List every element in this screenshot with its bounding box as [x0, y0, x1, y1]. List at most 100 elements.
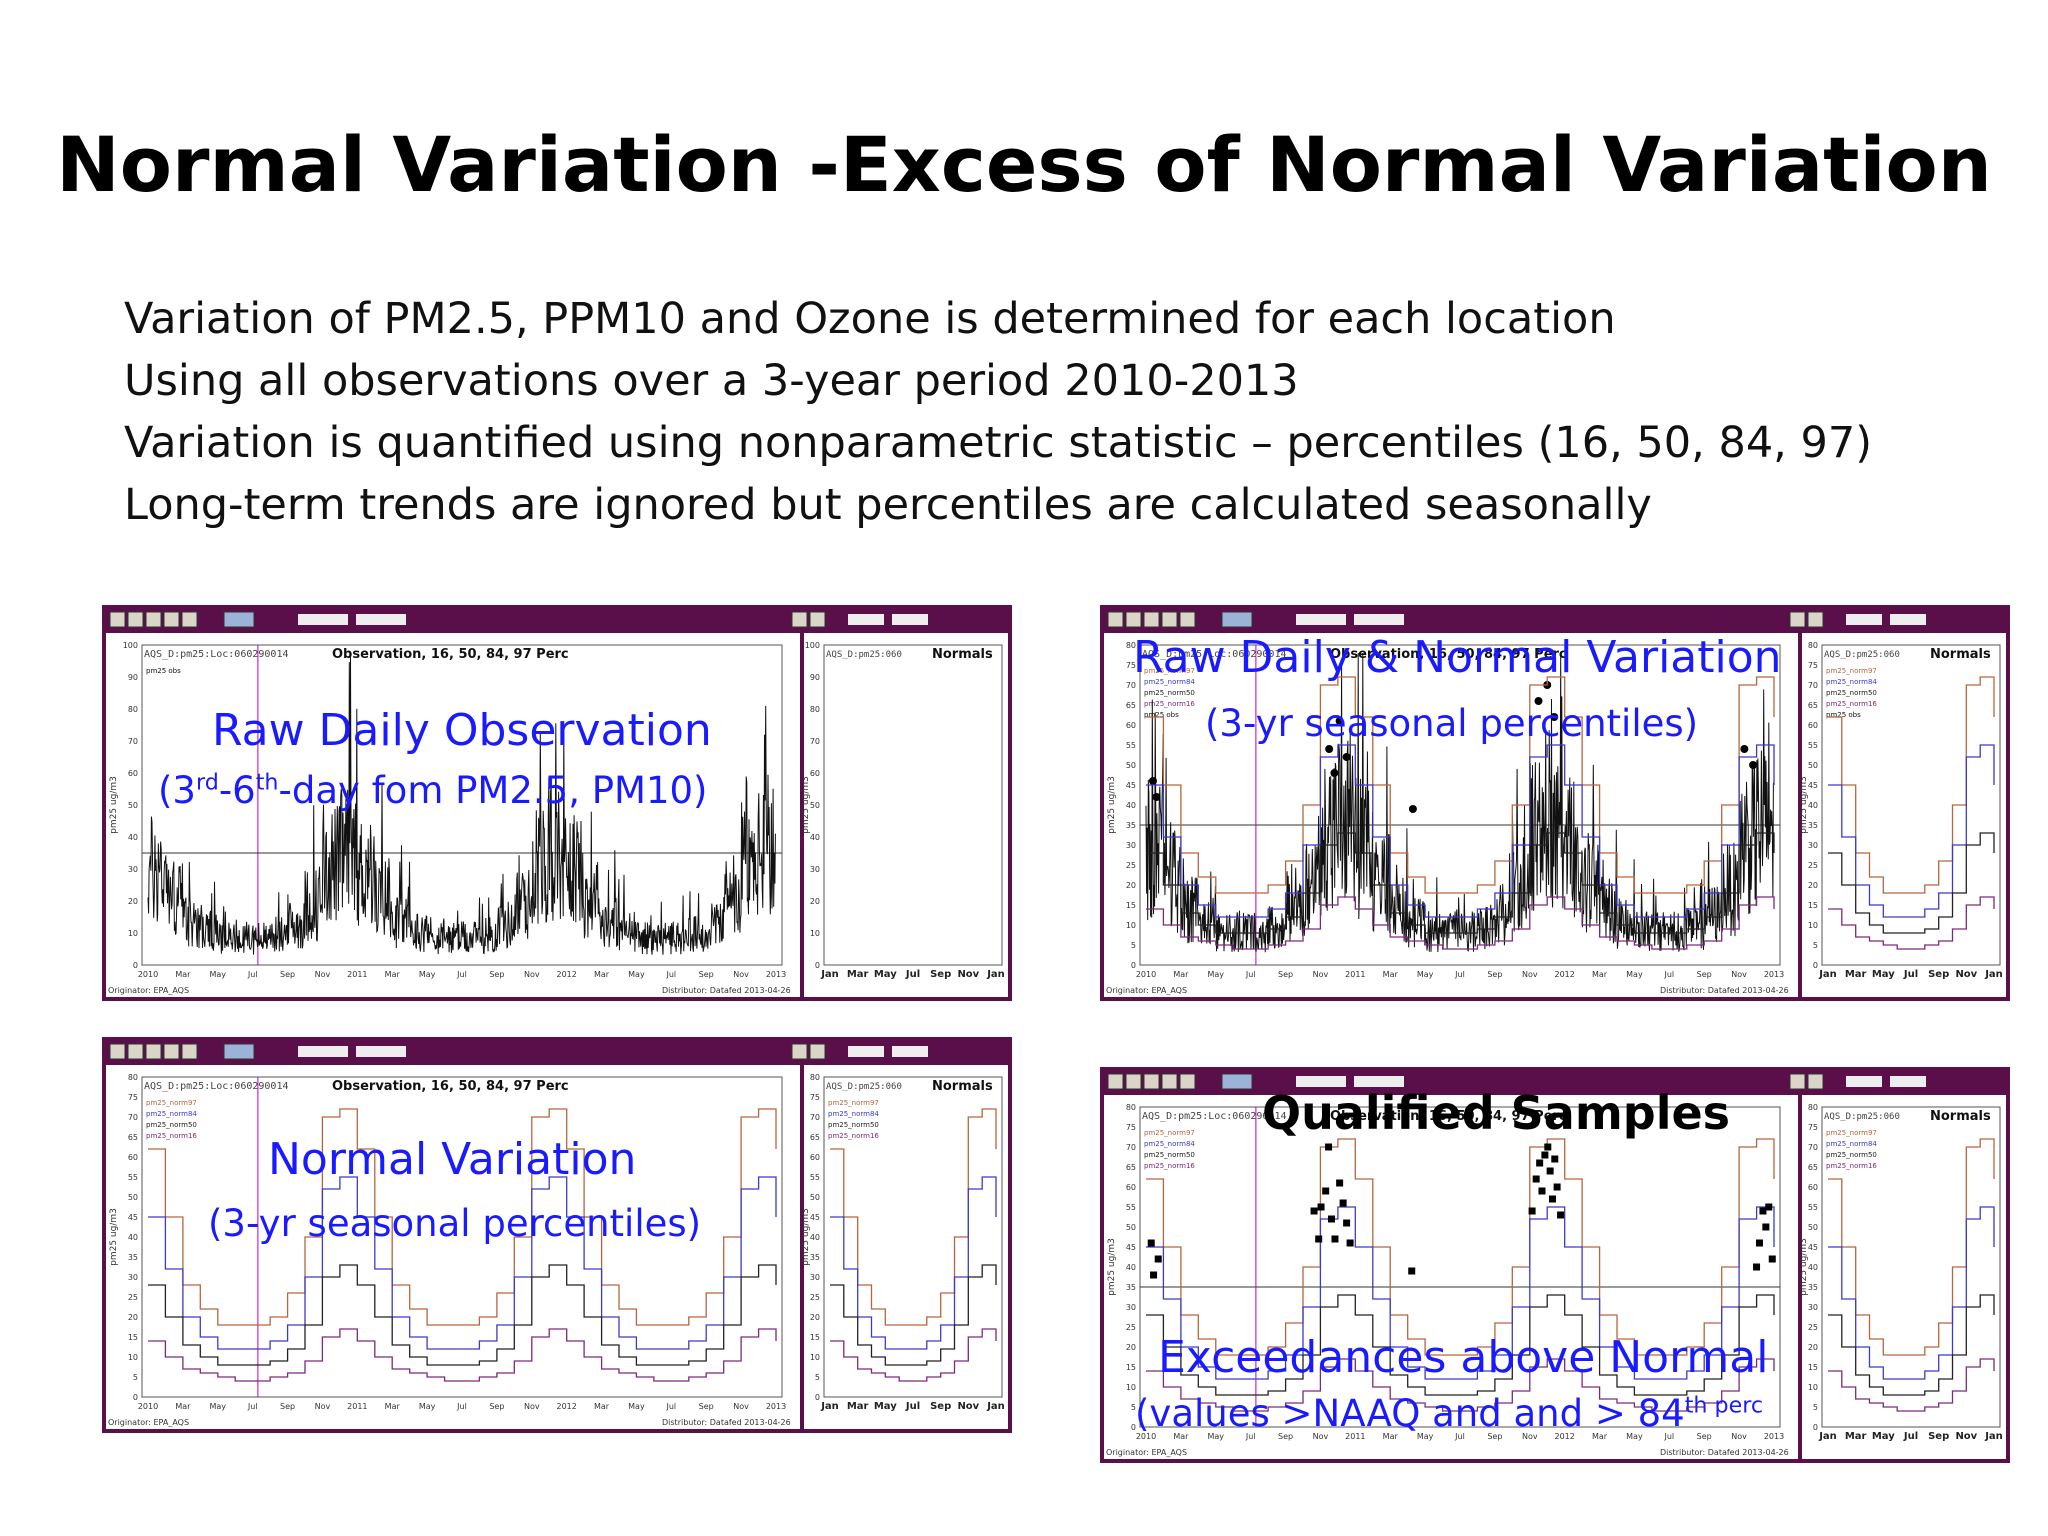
- y-tick-label: 10: [810, 929, 820, 938]
- legend-entry: pm25_norm97: [828, 1099, 879, 1107]
- y-tick-label: 0: [1813, 1423, 1818, 1432]
- x-tick-label: Jul: [666, 970, 677, 979]
- y-tick-label: 35: [1126, 1283, 1136, 1292]
- x-tick-label: Mar: [1173, 970, 1189, 979]
- y-tick-label: 50: [810, 1193, 820, 1202]
- y-tick-label: 75: [128, 1093, 138, 1102]
- x-tick-label: May: [1208, 970, 1225, 979]
- legend-entry: pm25_norm50: [1826, 1151, 1877, 1159]
- side-x-tick-label: Nov: [957, 969, 979, 980]
- x-tick-label: Jul: [247, 970, 258, 979]
- y-tick-label: 0: [1131, 961, 1136, 970]
- y-tick-label: 30: [810, 865, 820, 874]
- y-tick-label: 80: [810, 1073, 820, 1082]
- side-series-p97: [1828, 676, 1995, 894]
- y-tick-label: 70: [1126, 681, 1136, 690]
- x-tick-label: 2012: [1554, 1432, 1574, 1441]
- x-tick-label: Mar: [594, 1402, 610, 1411]
- chart-header: AQS_D:pm25:Loc:060290014: [1142, 649, 1287, 660]
- y-tick-label: 55: [1126, 741, 1136, 750]
- qualified-sample-point: [1346, 1239, 1354, 1247]
- obs-exceedance-dot: [1550, 713, 1559, 721]
- y-tick-label: 35: [128, 1253, 138, 1262]
- qualified-sample-point: [1154, 1255, 1162, 1263]
- toolbar-field: [1890, 1076, 1926, 1087]
- x-tick-label: 2010: [1136, 1432, 1156, 1441]
- toolbar-icon: [223, 611, 255, 628]
- y-tick-label: 60: [810, 769, 820, 778]
- legend-entry: pm25_norm84: [1826, 1140, 1877, 1148]
- series-pm25-obs: [147, 656, 776, 955]
- y-tick-label: 80: [1808, 1103, 1818, 1112]
- y-tick-label: 40: [128, 1233, 138, 1242]
- qualified-sample-point: [1343, 1219, 1351, 1227]
- overlay-heading-qualified: Qualified Samples: [1262, 1086, 1731, 1140]
- side-series-p84: [1828, 1206, 1995, 1380]
- series-p16: [148, 1328, 777, 1382]
- y-tick-label: 65: [1808, 1163, 1818, 1172]
- main-plot-area: [141, 644, 783, 966]
- side-series-p84: [830, 1176, 997, 1350]
- toolbar-icon: [1107, 611, 1124, 628]
- side-x-tick-label: May: [874, 1401, 897, 1412]
- x-tick-label: 2013: [766, 970, 786, 979]
- x-tick-label: Mar: [594, 970, 610, 979]
- side-series-p97: [1828, 1138, 1995, 1356]
- y-tick-label: 75: [1126, 1123, 1136, 1132]
- side-x-tick-label: Sep: [930, 969, 951, 980]
- x-tick-label: Jul: [1245, 970, 1256, 979]
- qualified-sample-point: [1755, 1239, 1763, 1247]
- y-tick-label: 60: [1808, 721, 1818, 730]
- side-x-tick-label: Mar: [1845, 1431, 1867, 1442]
- x-tick-label: 2010: [138, 970, 158, 979]
- side-x-tick-label: May: [874, 969, 897, 980]
- legend-entry: pm25_norm16: [1826, 700, 1877, 708]
- toolbar-icon: [1221, 1073, 1253, 1090]
- x-tick-label: Mar: [385, 1402, 401, 1411]
- footer-originator: Originator: EPA_AQS: [1106, 1448, 1187, 1457]
- y-tick-label: 10: [128, 929, 138, 938]
- toolbar-icon: [791, 611, 808, 628]
- toolbar-icon: [809, 611, 826, 628]
- qualified-sample-point: [1536, 1159, 1544, 1167]
- y-tick-label: 70: [810, 1113, 820, 1122]
- toolbar-field: [892, 614, 928, 625]
- legend-entry: pm25_norm50: [828, 1121, 879, 1129]
- y-tick-label: 50: [1126, 761, 1136, 770]
- y-tick-label: 20: [128, 1313, 138, 1322]
- x-tick-label: Sep: [489, 1402, 504, 1411]
- x-tick-label: Jul: [666, 1402, 677, 1411]
- x-tick-label: 2012: [556, 970, 576, 979]
- toolbar-icon: [1807, 1073, 1824, 1090]
- y-tick-label: 50: [810, 801, 820, 810]
- x-tick-label: Nov: [1522, 970, 1538, 979]
- qualified-sample-point: [1147, 1239, 1155, 1247]
- chart-title: Observation, 16, 50, 84, 97 Perc: [332, 647, 569, 662]
- side-title: Normals: [932, 1079, 993, 1094]
- x-tick-label: Sep: [1278, 1432, 1293, 1441]
- qualified-sample-point: [1768, 1255, 1776, 1263]
- footer-originator: Originator: EPA_AQS: [108, 1418, 189, 1427]
- x-tick-label: 2012: [1554, 970, 1574, 979]
- toolbar-icon: [109, 611, 126, 628]
- series-p97: [148, 1108, 777, 1326]
- chart-title: Observation, 16, 50, 84, 97 Perc: [1330, 1109, 1567, 1124]
- y-tick-label: 15: [128, 1333, 138, 1342]
- side-x-tick-label: Sep: [930, 1401, 951, 1412]
- toolbar-field: [848, 614, 884, 625]
- y-tick-label: 50: [128, 1193, 138, 1202]
- side-x-tick-label: May: [1872, 969, 1895, 980]
- y-tick-label: 80: [1126, 641, 1136, 650]
- qualified-sample-point: [1753, 1263, 1761, 1271]
- qualified-sample-point: [1538, 1187, 1546, 1195]
- side-x-tick-label: Mar: [847, 969, 869, 980]
- side-x-tick-label: Mar: [847, 1401, 869, 1412]
- x-tick-label: 2011: [1345, 1432, 1365, 1441]
- x-tick-label: Nov: [1731, 1432, 1747, 1441]
- legend-entry: pm25_norm84: [1144, 1140, 1195, 1148]
- chart-panel-qualified-samples: AQS_D:pm25:Loc:060290014 Observation, 16,…: [1100, 1067, 2010, 1463]
- qualified-sample-point: [1310, 1207, 1318, 1215]
- toolbar-icon: [1161, 1073, 1178, 1090]
- side-series-p16: [830, 1328, 997, 1382]
- y-tick-label: 45: [1808, 1243, 1818, 1252]
